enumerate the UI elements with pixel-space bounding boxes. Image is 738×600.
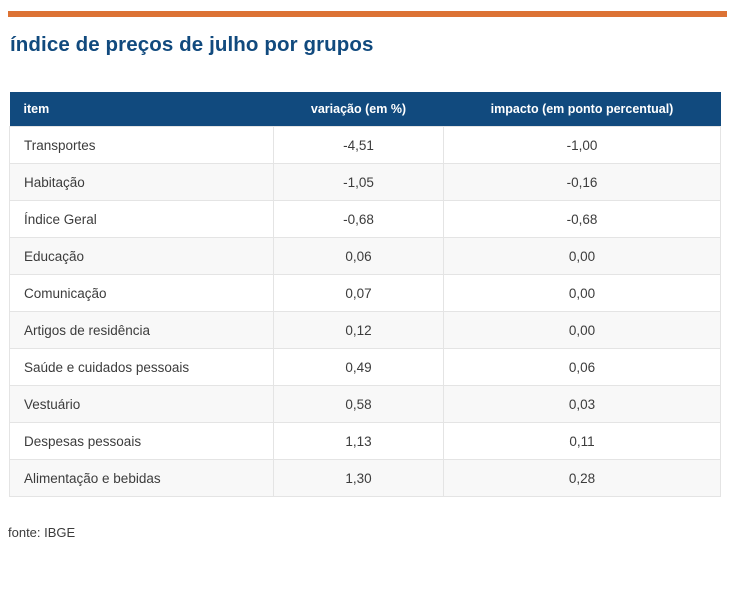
cell-item: Despesas pessoais — [9, 422, 274, 460]
cell-impacto: 0,11 — [443, 422, 721, 460]
page-title: índice de preços de julho por grupos — [10, 33, 374, 56]
cell-item: Saúde e cuidados pessoais — [9, 348, 274, 386]
cell-variacao: -0,68 — [273, 200, 444, 238]
table-row: Habitação -1,05 -0,16 — [9, 163, 721, 201]
cell-item: Transportes — [9, 126, 274, 164]
cell-variacao: 1,30 — [273, 459, 444, 497]
cell-variacao: 1,13 — [273, 422, 444, 460]
cell-impacto: 0,28 — [443, 459, 721, 497]
cell-variacao: -4,51 — [273, 126, 444, 164]
table-row: Alimentação e bebidas 1,30 0,28 — [9, 459, 721, 497]
price-index-table: item variação (em %) impacto (em ponto p… — [9, 92, 721, 497]
table-row: Comunicação 0,07 0,00 — [9, 274, 721, 312]
table-row: Transportes -4,51 -1,00 — [9, 126, 721, 164]
cell-impacto: 0,00 — [443, 274, 721, 312]
top-accent-bar — [8, 11, 727, 17]
cell-item: Educação — [9, 237, 274, 275]
cell-impacto: 0,00 — [443, 237, 721, 275]
cell-variacao: -1,05 — [273, 163, 444, 201]
cell-item: Comunicação — [9, 274, 274, 312]
cell-variacao: 0,49 — [273, 348, 444, 386]
cell-item: Índice Geral — [9, 200, 274, 238]
column-header-item: item — [9, 92, 274, 127]
cell-item: Artigos de residência — [9, 311, 274, 349]
cell-impacto: 0,03 — [443, 385, 721, 423]
table-header-row: item variação (em %) impacto (em ponto p… — [9, 92, 721, 127]
table-row: Artigos de residência 0,12 0,00 — [9, 311, 721, 349]
cell-item: Vestuário — [9, 385, 274, 423]
table-row: Vestuário 0,58 0,03 — [9, 385, 721, 423]
cell-variacao: 0,58 — [273, 385, 444, 423]
table-row: Índice Geral -0,68 -0,68 — [9, 200, 721, 238]
cell-variacao: 0,07 — [273, 274, 444, 312]
cell-impacto: 0,06 — [443, 348, 721, 386]
table-row: Despesas pessoais 1,13 0,11 — [9, 422, 721, 460]
cell-impacto: -0,16 — [443, 163, 721, 201]
source-note: fonte: IBGE — [8, 525, 76, 540]
cell-item: Habitação — [9, 163, 274, 201]
column-header-impacto: impacto (em ponto percentual) — [443, 92, 721, 127]
cell-variacao: 0,12 — [273, 311, 444, 349]
table-row: Educação 0,06 0,00 — [9, 237, 721, 275]
cell-impacto: -1,00 — [443, 126, 721, 164]
cell-impacto: -0,68 — [443, 200, 721, 238]
column-header-variacao: variação (em %) — [273, 92, 444, 127]
cell-variacao: 0,06 — [273, 237, 444, 275]
table-row: Saúde e cuidados pessoais 0,49 0,06 — [9, 348, 721, 386]
cell-item: Alimentação e bebidas — [9, 459, 274, 497]
cell-impacto: 0,00 — [443, 311, 721, 349]
